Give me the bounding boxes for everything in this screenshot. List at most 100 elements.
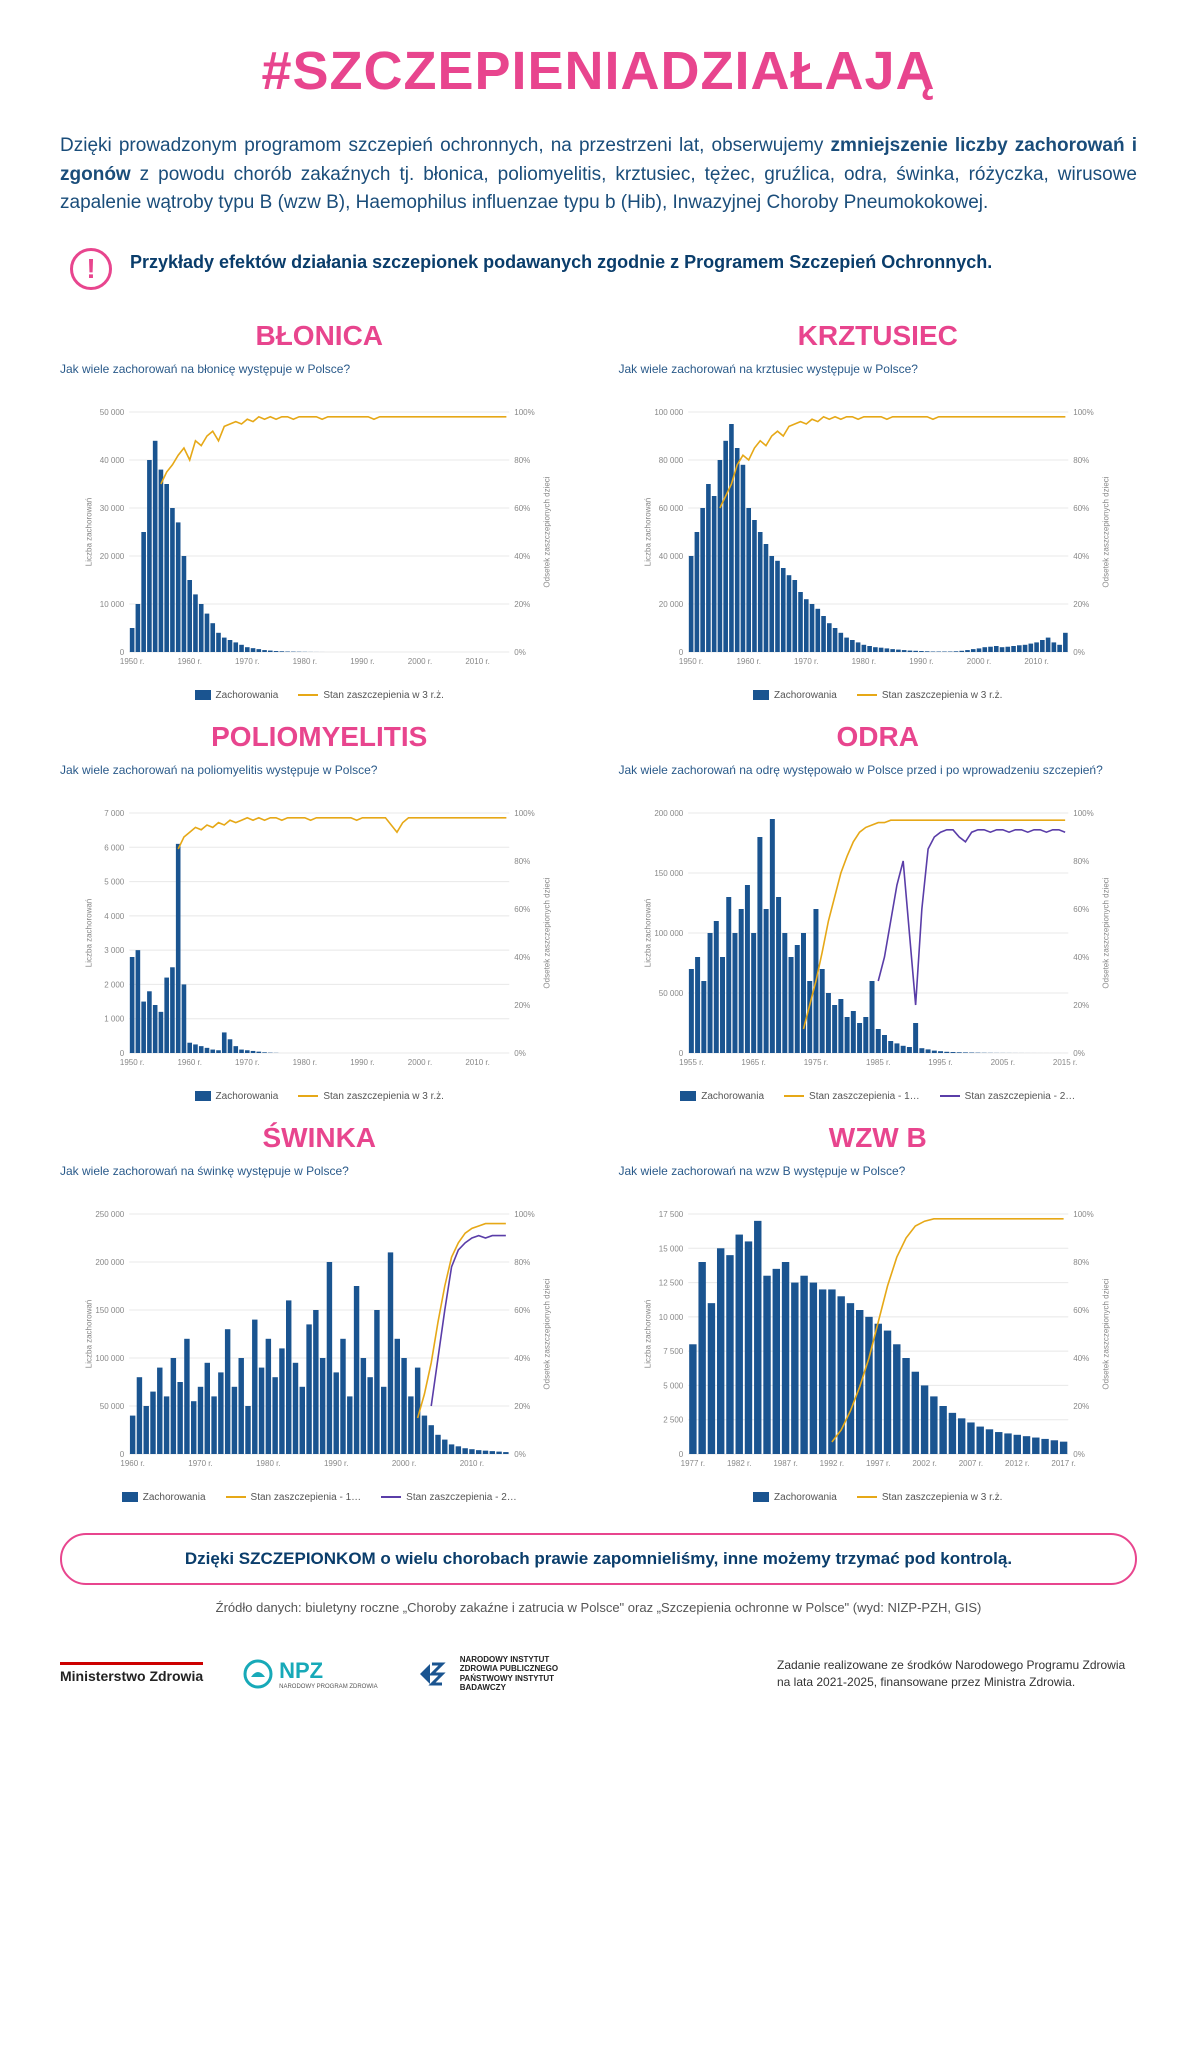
exclamation-icon: ! bbox=[70, 248, 112, 290]
npz-logo: NPZ NARODOWY PROGRAM ZDROWIA bbox=[243, 1658, 378, 1690]
legend-odra: Zachorowania Stan zaszczepienia - 1… Sta… bbox=[619, 1091, 1138, 1102]
svg-text:5 000: 5 000 bbox=[104, 877, 125, 886]
svg-text:0: 0 bbox=[678, 1049, 683, 1058]
svg-text:0: 0 bbox=[678, 1450, 683, 1459]
svg-text:50 000: 50 000 bbox=[658, 989, 683, 998]
intro-post: z powodu chorób zakaźnych tj. błonica, p… bbox=[60, 164, 1137, 214]
charts-grid: BŁONICA Jak wiele zachorowań na błonicę … bbox=[60, 320, 1137, 1503]
svg-text:1982 r.: 1982 r. bbox=[726, 1459, 750, 1468]
svg-text:0%: 0% bbox=[514, 1049, 526, 1058]
svg-text:2010 r.: 2010 r. bbox=[465, 657, 489, 666]
svg-text:1980 r.: 1980 r. bbox=[293, 1058, 317, 1067]
svg-text:1977 r.: 1977 r. bbox=[680, 1459, 704, 1468]
svg-text:100%: 100% bbox=[1073, 809, 1093, 818]
svg-text:150 000: 150 000 bbox=[654, 869, 683, 878]
svg-text:12 500: 12 500 bbox=[658, 1278, 683, 1287]
npz-label: NPZ bbox=[279, 1658, 378, 1684]
svg-text:1980 r.: 1980 r. bbox=[851, 657, 875, 666]
svg-text:250 000: 250 000 bbox=[95, 1210, 124, 1219]
svg-text:1950 r.: 1950 r. bbox=[120, 1058, 144, 1067]
svg-text:2 000: 2 000 bbox=[104, 980, 125, 989]
callout: ! Przykłady efektów działania szczepione… bbox=[60, 248, 1137, 290]
svg-text:2017 r.: 2017 r. bbox=[1051, 1459, 1075, 1468]
svg-text:2015 r.: 2015 r. bbox=[1052, 1058, 1076, 1067]
svg-text:20 000: 20 000 bbox=[658, 600, 683, 609]
svg-text:40%: 40% bbox=[1073, 953, 1089, 962]
footer-text: Zadanie realizowane ze środków Narodoweg… bbox=[777, 1657, 1137, 1691]
svg-text:100%: 100% bbox=[1073, 408, 1093, 417]
svg-text:20%: 20% bbox=[514, 1001, 530, 1010]
source-text: Źródło danych: biuletyny roczne „Choroby… bbox=[60, 1600, 1137, 1615]
svg-text:2002 r.: 2002 r. bbox=[912, 1459, 936, 1468]
npz-sub: NARODOWY PROGRAM ZDROWIA bbox=[279, 1684, 378, 1690]
svg-text:20%: 20% bbox=[1073, 600, 1089, 609]
svg-text:80%: 80% bbox=[514, 1258, 530, 1267]
chart-subtitle-swinka: Jak wiele zachorowań na świnkę występuje… bbox=[60, 1164, 579, 1194]
svg-text:1970 r.: 1970 r. bbox=[235, 1058, 259, 1067]
svg-text:1950 r.: 1950 r. bbox=[120, 657, 144, 666]
svg-text:20 000: 20 000 bbox=[100, 552, 125, 561]
conclusion-banner: Dzięki SZCZEPIONKOM o wielu chorobach pr… bbox=[60, 1533, 1137, 1585]
ministry-logo: Ministerstwo Zdrowia bbox=[60, 1662, 203, 1684]
chart-title-blonica: BŁONICA bbox=[60, 320, 579, 352]
svg-text:Liczba zachorowań: Liczba zachorowań bbox=[84, 1299, 93, 1367]
svg-text:1990 r.: 1990 r. bbox=[350, 1058, 374, 1067]
svg-text:1997 r.: 1997 r. bbox=[866, 1459, 890, 1468]
svg-text:2000 r.: 2000 r. bbox=[408, 657, 432, 666]
svg-text:40%: 40% bbox=[1073, 552, 1089, 561]
svg-text:80%: 80% bbox=[1073, 456, 1089, 465]
svg-text:0: 0 bbox=[678, 648, 683, 657]
svg-text:40 000: 40 000 bbox=[100, 456, 125, 465]
svg-text:2010 r.: 2010 r. bbox=[1024, 657, 1048, 666]
svg-text:0%: 0% bbox=[1073, 648, 1085, 657]
svg-text:1950 r.: 1950 r. bbox=[678, 657, 702, 666]
svg-text:200 000: 200 000 bbox=[654, 809, 683, 818]
svg-text:100%: 100% bbox=[514, 809, 534, 818]
svg-text:100 000: 100 000 bbox=[654, 929, 683, 938]
svg-text:Odsetek zaszczepionych dzieci: Odsetek zaszczepionych dzieci bbox=[1101, 877, 1110, 988]
svg-text:Odsetek zaszczepionych dzieci: Odsetek zaszczepionych dzieci bbox=[542, 877, 551, 988]
svg-text:40%: 40% bbox=[514, 1354, 530, 1363]
svg-text:2012 r.: 2012 r. bbox=[1005, 1459, 1029, 1468]
svg-text:1965 r.: 1965 r. bbox=[741, 1058, 765, 1067]
chart-blonica: BŁONICA Jak wiele zachorowań na błonicę … bbox=[60, 320, 579, 701]
svg-text:1970 r.: 1970 r. bbox=[794, 657, 818, 666]
svg-text:15 000: 15 000 bbox=[658, 1244, 683, 1253]
svg-text:0%: 0% bbox=[1073, 1049, 1085, 1058]
svg-text:1 000: 1 000 bbox=[104, 1014, 125, 1023]
svg-text:2005 r.: 2005 r. bbox=[990, 1058, 1014, 1067]
legend-wzwb: Zachorowania Stan zaszczepienia w 3 r.ż. bbox=[619, 1492, 1138, 1503]
chart-subtitle-blonica: Jak wiele zachorowań na błonicę występuj… bbox=[60, 362, 579, 392]
chart-title-krztusiec: KRZTUSIEC bbox=[619, 320, 1138, 352]
legend-blonica: Zachorowania Stan zaszczepienia w 3 r.ż. bbox=[60, 690, 579, 701]
chart-svg-polio: 01 0002 0003 0004 0005 0006 0007 0000%20… bbox=[60, 803, 579, 1083]
svg-text:1985 r.: 1985 r. bbox=[866, 1058, 890, 1067]
svg-text:30 000: 30 000 bbox=[100, 504, 125, 513]
svg-text:Liczba zachorowań: Liczba zachorowań bbox=[643, 497, 652, 565]
svg-text:2000 r.: 2000 r. bbox=[408, 1058, 432, 1067]
svg-text:20%: 20% bbox=[1073, 1402, 1089, 1411]
chart-svg-swinka: 050 000100 000150 000200 000250 0000%20%… bbox=[60, 1204, 579, 1484]
svg-text:1980 r.: 1980 r. bbox=[256, 1459, 280, 1468]
svg-text:0: 0 bbox=[120, 1450, 125, 1459]
svg-text:40%: 40% bbox=[514, 953, 530, 962]
chart-krztusiec: KRZTUSIEC Jak wiele zachorowań na krztus… bbox=[619, 320, 1138, 701]
svg-text:20%: 20% bbox=[1073, 1001, 1089, 1010]
svg-text:10 000: 10 000 bbox=[658, 1312, 683, 1321]
svg-text:1987 r.: 1987 r. bbox=[773, 1459, 797, 1468]
legend-swinka: Zachorowania Stan zaszczepienia - 1… Sta… bbox=[60, 1492, 579, 1503]
svg-text:2010 r.: 2010 r. bbox=[465, 1058, 489, 1067]
chart-subtitle-wzwb: Jak wiele zachorowań na wzw B występuje … bbox=[619, 1164, 1138, 1194]
svg-text:60%: 60% bbox=[1073, 905, 1089, 914]
svg-text:1992 r.: 1992 r. bbox=[819, 1459, 843, 1468]
svg-text:0: 0 bbox=[120, 1049, 125, 1058]
callout-text: Przykłady efektów działania szczepionek … bbox=[130, 248, 992, 275]
chart-svg-krztusiec: 020 00040 00060 00080 000100 0000%20%40%… bbox=[619, 402, 1138, 682]
svg-text:2010 r.: 2010 r. bbox=[460, 1459, 484, 1468]
svg-text:60%: 60% bbox=[1073, 504, 1089, 513]
intro-pre: Dzięki prowadzonym programom szczepień o… bbox=[60, 135, 831, 156]
chart-wzwb: WZW B Jak wiele zachorowań na wzw B wyst… bbox=[619, 1122, 1138, 1503]
chart-title-polio: POLIOMYELITIS bbox=[60, 721, 579, 753]
footer: Ministerstwo Zdrowia NPZ NARODOWY PROGRA… bbox=[60, 1655, 1137, 1693]
svg-text:80%: 80% bbox=[1073, 1258, 1089, 1267]
